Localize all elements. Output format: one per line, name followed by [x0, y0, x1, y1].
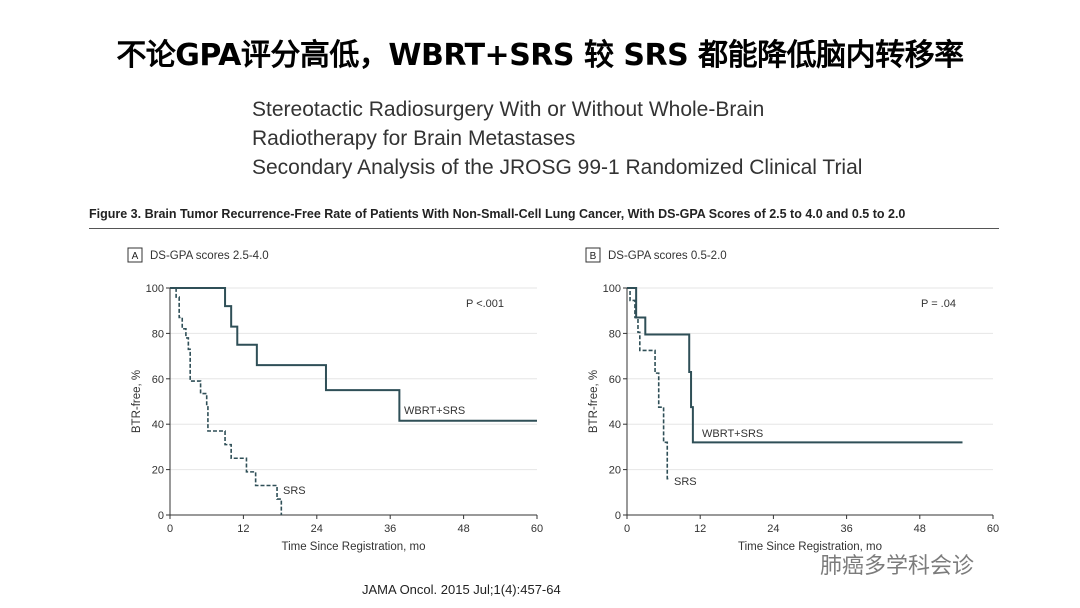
x-tick-label: 60	[531, 523, 543, 535]
x-tick-label: 48	[457, 523, 469, 535]
y-tick-label: 20	[152, 465, 164, 477]
x-tick-label: 0	[624, 523, 630, 535]
panel-label-box	[585, 247, 601, 263]
y-tick-label: 40	[609, 419, 621, 431]
x-tick-label: 36	[384, 523, 396, 535]
y-tick-label: 60	[609, 374, 621, 386]
y-tick-label: 60	[152, 374, 164, 386]
x-tick-label: 24	[311, 523, 323, 535]
series-line-wbrt-srs	[627, 287, 963, 444]
figure-caption: Figure 3. Brain Tumor Recurrence-Free Ra…	[89, 207, 906, 221]
citation: JAMA Oncol. 2015 Jul;1(4):457-64	[362, 582, 561, 597]
slide-title: 不论GPA评分高低，WBRT+SRS 较 SRS 都能降低脑内转移率	[116, 38, 964, 73]
paper-title-line1: Stereotactic Radiosurgery With or Withou…	[252, 98, 765, 121]
x-tick-label: 12	[237, 523, 249, 535]
panel-label-box	[127, 247, 143, 263]
panel-title: DS-GPA scores 2.5-4.0	[150, 250, 269, 262]
x-axis-label: Time Since Registration, mo	[281, 541, 425, 553]
y-tick-label: 100	[146, 283, 164, 295]
divider	[89, 228, 999, 229]
y-tick-label: 80	[152, 328, 164, 340]
x-tick-label: 48	[914, 523, 926, 535]
series-line-srs	[170, 287, 283, 515]
series-label: WBRT+SRS	[404, 405, 465, 417]
x-tick-label: 36	[840, 523, 852, 535]
panel-label: A	[132, 251, 139, 262]
series-line-srs	[627, 287, 670, 480]
y-axis-label: BTR-free, %	[131, 370, 143, 433]
x-tick-label: 12	[694, 523, 706, 535]
p-value-annotation: P <.001	[466, 298, 504, 310]
y-axis-label: BTR-free, %	[588, 370, 600, 433]
watermark: 肺癌多学科会诊	[820, 554, 975, 579]
y-tick-label: 40	[152, 419, 164, 431]
x-axis-label: Time Since Registration, mo	[738, 541, 882, 553]
panel-label: B	[590, 251, 597, 262]
paper-subtitle: Secondary Analysis of the JROSG 99-1 Ran…	[252, 156, 863, 179]
x-tick-label: 0	[167, 523, 173, 535]
panel-title: DS-GPA scores 0.5-2.0	[608, 250, 727, 262]
series-label: SRS	[674, 476, 697, 488]
y-tick-label: 100	[603, 283, 621, 295]
x-tick-label: 60	[987, 523, 999, 535]
paper-title-line2: Radiotherapy for Brain Metastases	[252, 127, 576, 150]
y-tick-label: 0	[615, 510, 621, 522]
series-label: SRS	[283, 485, 306, 497]
y-tick-label: 0	[158, 510, 164, 522]
x-tick-label: 24	[767, 523, 779, 535]
series-label: WBRT+SRS	[702, 428, 763, 440]
y-tick-label: 80	[609, 328, 621, 340]
series-line-wbrt-srs	[170, 287, 537, 422]
p-value-annotation: P = .04	[921, 298, 956, 310]
y-tick-label: 20	[609, 465, 621, 477]
